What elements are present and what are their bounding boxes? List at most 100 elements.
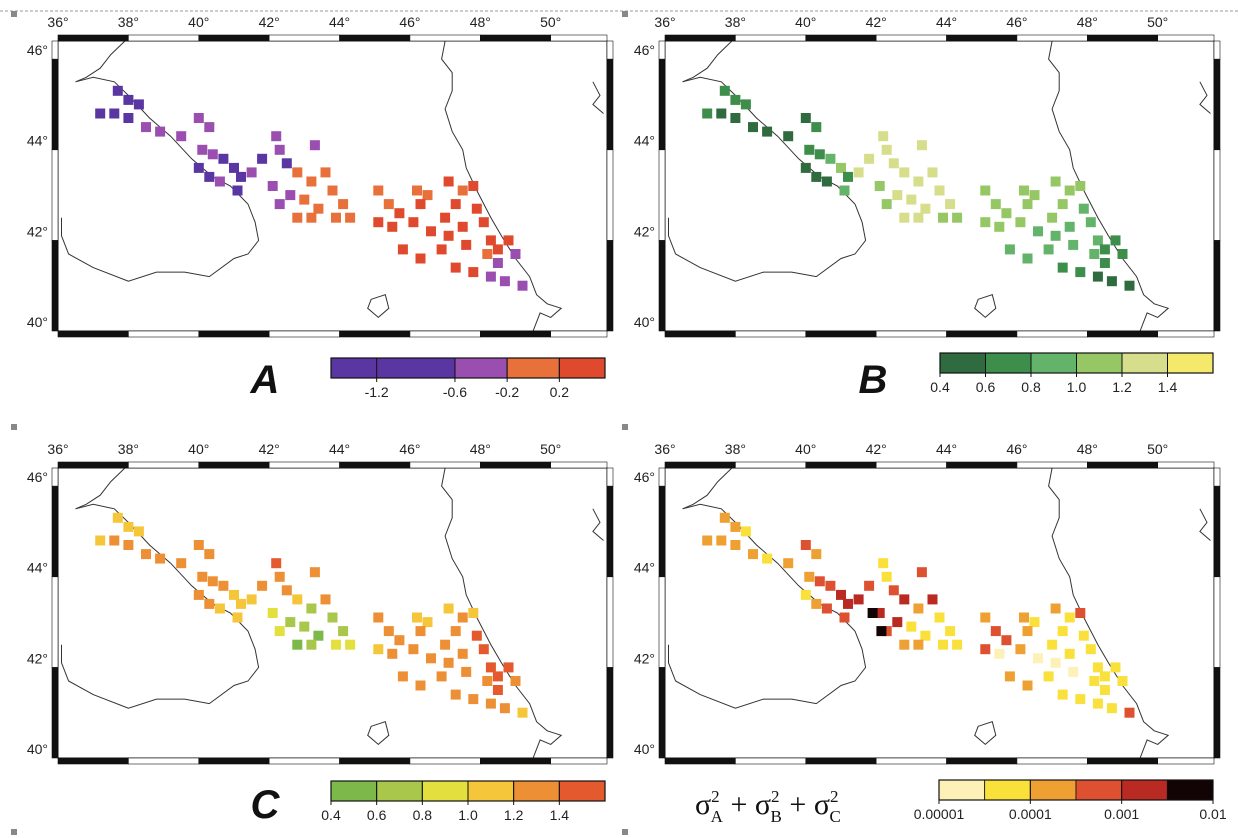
station-marker <box>800 162 811 173</box>
station-marker <box>373 644 384 655</box>
lon-tick-label: 48° <box>1077 14 1098 30</box>
station-marker <box>864 153 875 164</box>
station-marker <box>1050 176 1061 187</box>
station-marker <box>839 185 850 196</box>
coastline-east <box>1199 508 1211 541</box>
coastline-east <box>592 81 604 114</box>
lon-tick-label: 36° <box>654 14 675 30</box>
station-marker <box>899 212 910 223</box>
station-marker <box>214 603 225 614</box>
station-marker <box>443 657 454 668</box>
station-marker <box>853 594 864 605</box>
frame-segment-top <box>946 461 1018 469</box>
frame-segment-bottom <box>339 757 411 765</box>
station-marker <box>281 585 292 596</box>
station-marker <box>492 258 503 268</box>
station-marker <box>881 571 892 582</box>
station-marker <box>436 671 447 682</box>
station-marker <box>1117 249 1128 259</box>
station-marker <box>1124 707 1135 718</box>
station-marker <box>762 553 773 564</box>
station-marker <box>1022 680 1033 691</box>
corner-marker <box>622 11 628 17</box>
station-marker <box>383 199 394 210</box>
station-marker <box>306 603 317 614</box>
station-marker <box>440 639 451 650</box>
station-marker <box>702 108 713 119</box>
station-marker <box>1075 267 1086 278</box>
frame-segment-bottom <box>805 757 877 765</box>
frame-segment-top <box>1157 34 1215 42</box>
sigma-label-part: + <box>723 788 755 821</box>
sigma-label-part: A <box>711 807 724 826</box>
station-marker <box>1001 208 1012 219</box>
station-marker <box>193 162 204 173</box>
lat-tick-label: 44° <box>27 560 48 576</box>
station-marker <box>457 185 468 196</box>
colorbar-tick-label: 0.4 <box>321 807 341 823</box>
station-marker <box>338 626 349 637</box>
frame-segment-bottom <box>409 330 481 338</box>
station-marker <box>1022 626 1033 637</box>
frame-segment-top <box>1087 461 1158 469</box>
station-marker <box>281 158 292 169</box>
lat-tick-label: 44° <box>27 133 48 149</box>
corner-marker <box>11 424 17 430</box>
station-marker <box>1064 612 1075 623</box>
station-marker <box>109 535 120 546</box>
colorbar-bin <box>506 357 560 379</box>
station-marker <box>123 540 134 550</box>
station-marker <box>783 131 794 142</box>
frame-segment-right <box>606 40 614 60</box>
station-marker <box>141 549 151 560</box>
colorbar-bin <box>1166 779 1214 801</box>
coastline-east <box>592 508 604 541</box>
lon-tick-label: 42° <box>866 441 887 457</box>
station-marker <box>408 217 419 228</box>
station-marker <box>800 589 811 600</box>
colorbar-c: 0.4 0.6 0.8 1.0 1.2 1.4 <box>321 780 606 823</box>
colorbar-bin <box>1076 352 1123 374</box>
lat-tick-label: 42° <box>27 223 48 239</box>
lon-tick-label: 48° <box>1077 441 1098 457</box>
station-marker <box>814 576 825 587</box>
corner-marker <box>622 424 628 430</box>
station-marker <box>397 671 408 682</box>
station-marker <box>292 639 303 650</box>
frame-segment-left <box>51 58 59 151</box>
station-marker <box>478 644 489 655</box>
station-marker <box>1047 212 1058 223</box>
station-marker <box>257 580 268 591</box>
frame-segment-right <box>606 576 614 668</box>
station-marker <box>716 108 727 119</box>
frame-segment-right <box>606 485 614 578</box>
frame-segment-left <box>658 576 666 668</box>
station-marker <box>730 94 741 105</box>
station-marker <box>373 217 384 228</box>
station-marker <box>1089 676 1100 686</box>
station-marker <box>457 221 468 232</box>
colorbar-tick-label: 0.6 <box>976 379 996 395</box>
map-panel-c: 36° 38° 40° 42° 44° 46° 48° 50° 40° 42° 44° 46° C 0.4… <box>27 441 614 827</box>
frame-segment-bottom <box>480 330 551 338</box>
frame-segment-left <box>658 58 666 151</box>
lon-tick-label: 36° <box>47 441 68 457</box>
frame-segment-top <box>946 34 1018 42</box>
colorbar-bin <box>330 357 456 379</box>
coastline-east <box>1199 81 1211 114</box>
station-marker <box>306 212 317 223</box>
lon-tick-label: 36° <box>47 14 68 30</box>
station-marker <box>197 144 208 155</box>
corner-marker <box>11 11 17 17</box>
lat-tick-label: 42° <box>634 223 655 239</box>
station-marker <box>267 181 278 191</box>
station-marker <box>327 612 338 623</box>
frame-segment-left <box>51 485 59 578</box>
station-marker <box>927 167 938 178</box>
station-marker <box>920 630 931 641</box>
colorbar-tick-label: 0.01 <box>1199 806 1226 822</box>
station-marker <box>285 190 296 201</box>
station-marker <box>457 648 468 659</box>
sigma-sum-label: σ2 A + σ2 B + σ2 C <box>695 787 841 826</box>
station-marker <box>345 212 356 223</box>
